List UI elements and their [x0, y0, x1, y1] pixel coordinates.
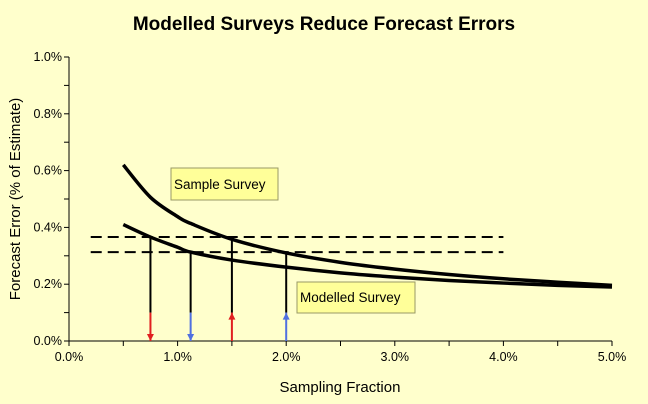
y-tick-label: 0.2%: [34, 277, 63, 291]
chart-title: Modelled Surveys Reduce Forecast Errors: [133, 14, 515, 35]
x-tick-label: 1.0%: [163, 350, 192, 364]
arrow-up-icon: [228, 312, 236, 320]
x-tick-label: 2.0%: [272, 350, 301, 364]
x-tick-label: 5.0%: [598, 350, 627, 364]
y-tick-label: 1.0%: [34, 50, 63, 64]
arrow-down-icon: [187, 334, 195, 341]
annotation-text: Sample Survey: [174, 177, 266, 192]
y-axis-label: Forecast Error (% of Estimate): [7, 98, 24, 301]
arrow-up-icon: [282, 312, 290, 320]
y-tick-label: 0.4%: [34, 220, 63, 234]
annotation-sample-survey: Sample Survey: [170, 167, 279, 201]
series-line-modelled-survey: [122, 222, 613, 289]
series-line-sample-survey: [121, 163, 613, 288]
arrow-down-icon: [146, 334, 154, 341]
y-tick-label: 0.0%: [34, 334, 63, 348]
y-tick-label: 0.6%: [34, 164, 63, 178]
annotation-text: Modelled Survey: [300, 290, 401, 305]
x-tick-label: 0.0%: [55, 350, 84, 364]
x-tick-label: 4.0%: [489, 350, 518, 364]
x-tick-label: 3.0%: [381, 350, 410, 364]
y-tick-label: 0.8%: [34, 107, 63, 121]
x-axis-label: Sampling Fraction: [280, 379, 401, 396]
annotation-modelled-survey: Modelled Survey: [296, 281, 416, 314]
